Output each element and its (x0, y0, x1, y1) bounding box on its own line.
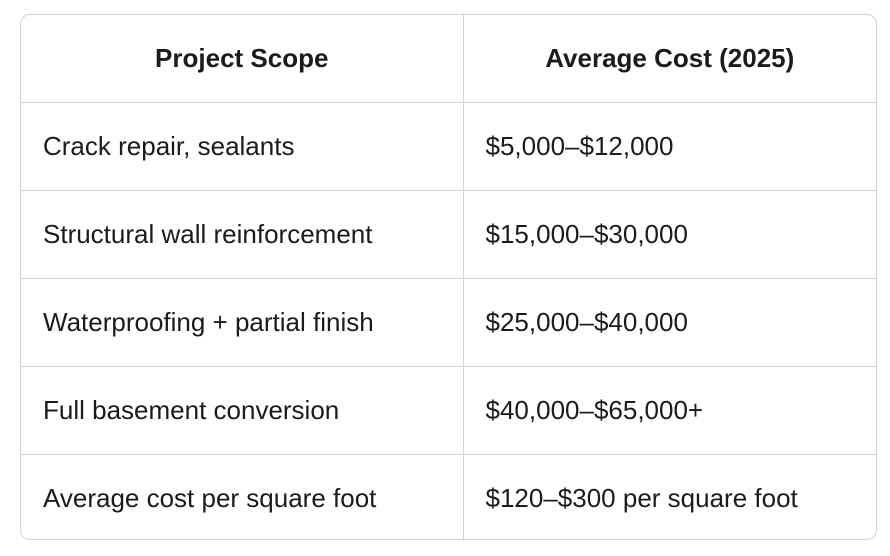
table-row: Full basement conversion $40,000–$65,000… (21, 366, 876, 455)
cost-cell: $40,000–$65,000+ (463, 366, 876, 455)
header-row: Project Scope Average Cost (2025) (21, 15, 876, 103)
table-row: Structural wall reinforcement $15,000–$3… (21, 190, 876, 279)
cost-cell: $5,000–$12,000 (463, 102, 876, 191)
table-row: Waterproofing + partial finish $25,000–$… (21, 278, 876, 367)
scope-cell: Structural wall reinforcement (21, 190, 464, 279)
cost-table: Project Scope Average Cost (2025) Crack … (21, 15, 876, 539)
scope-cell: Average cost per square foot (21, 454, 464, 539)
scope-cell: Full basement conversion (21, 366, 464, 455)
header-average-cost: Average Cost (2025) (463, 15, 876, 103)
cost-cell: $15,000–$30,000 (463, 190, 876, 279)
cost-cell: $25,000–$40,000 (463, 278, 876, 367)
scope-cell: Crack repair, sealants (21, 102, 464, 191)
scope-cell: Waterproofing + partial finish (21, 278, 464, 367)
header-project-scope: Project Scope (21, 15, 464, 103)
cost-table-container: Project Scope Average Cost (2025) Crack … (20, 14, 877, 540)
table-row: Average cost per square foot $120–$300 p… (21, 454, 876, 539)
table-row: Crack repair, sealants $5,000–$12,000 (21, 102, 876, 191)
cost-cell: $120–$300 per square foot (485, 483, 798, 513)
